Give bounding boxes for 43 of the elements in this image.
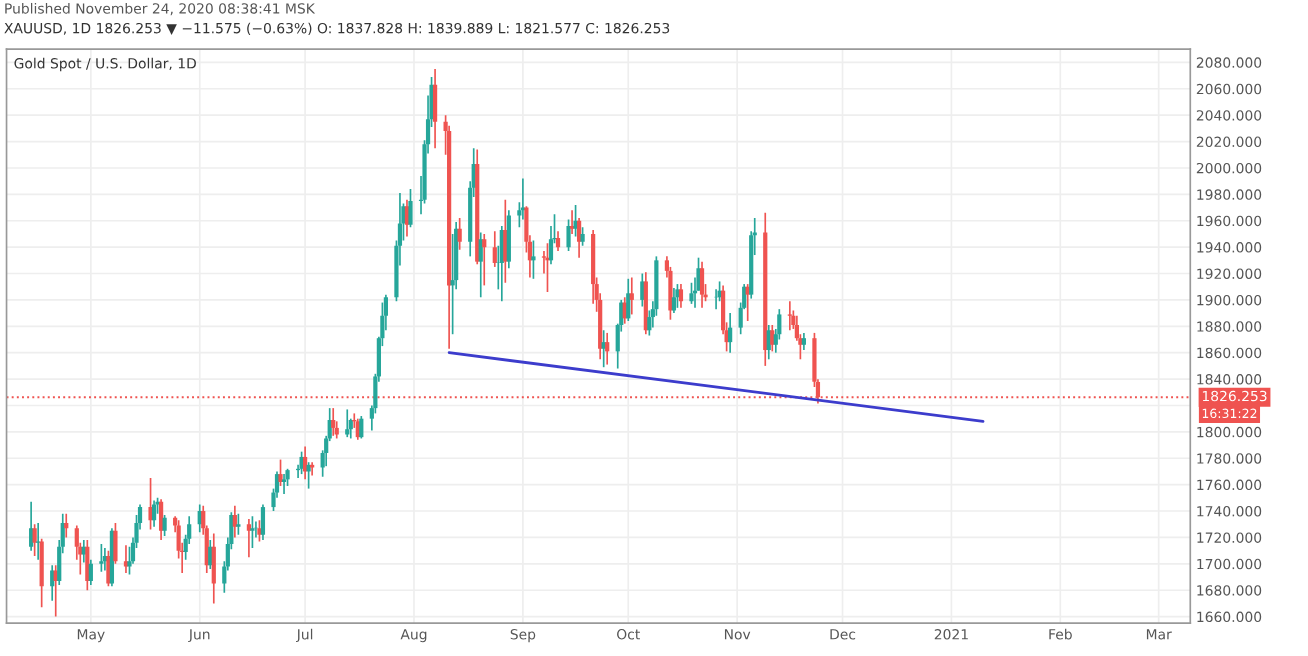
candlestick bbox=[555, 230, 561, 252]
candlestick bbox=[260, 503, 266, 541]
candlestick bbox=[29, 500, 34, 552]
candlestick bbox=[39, 537, 44, 609]
candlestick bbox=[647, 309, 652, 337]
candlestick bbox=[281, 473, 287, 495]
candlestick bbox=[432, 68, 438, 150]
candlestick bbox=[162, 514, 167, 537]
candlestick bbox=[232, 504, 237, 539]
candlestick bbox=[640, 272, 645, 308]
candlestick bbox=[299, 450, 304, 475]
candlestick bbox=[580, 226, 585, 247]
candlestick bbox=[32, 523, 37, 557]
candlestick bbox=[278, 458, 283, 487]
candlestick bbox=[331, 407, 336, 437]
candlestick bbox=[208, 539, 213, 570]
candlestick bbox=[303, 445, 308, 481]
candlestick bbox=[457, 217, 462, 251]
candlestick bbox=[345, 408, 350, 438]
candlestick bbox=[531, 239, 536, 280]
candlestick bbox=[348, 417, 353, 440]
candlestick bbox=[36, 522, 41, 561]
candlestick bbox=[64, 512, 69, 539]
candlestick bbox=[689, 281, 694, 305]
candlestick bbox=[671, 287, 677, 314]
candlestick bbox=[787, 300, 792, 332]
candlestick bbox=[492, 230, 497, 268]
candlestick bbox=[728, 312, 733, 354]
candlestick bbox=[506, 209, 511, 270]
candlestick bbox=[85, 539, 90, 592]
candlestick bbox=[88, 559, 93, 586]
candlestick bbox=[211, 532, 216, 605]
candlestick bbox=[678, 283, 684, 309]
candlestick bbox=[629, 276, 634, 316]
candlestick bbox=[359, 415, 364, 440]
candlestick bbox=[99, 543, 104, 573]
candlestick bbox=[250, 515, 255, 549]
candlestick bbox=[566, 218, 571, 252]
candlestick bbox=[626, 277, 631, 322]
candlestick bbox=[236, 512, 241, 536]
candlestick bbox=[127, 545, 132, 576]
candlestick bbox=[408, 188, 413, 229]
candlestick bbox=[148, 477, 153, 531]
